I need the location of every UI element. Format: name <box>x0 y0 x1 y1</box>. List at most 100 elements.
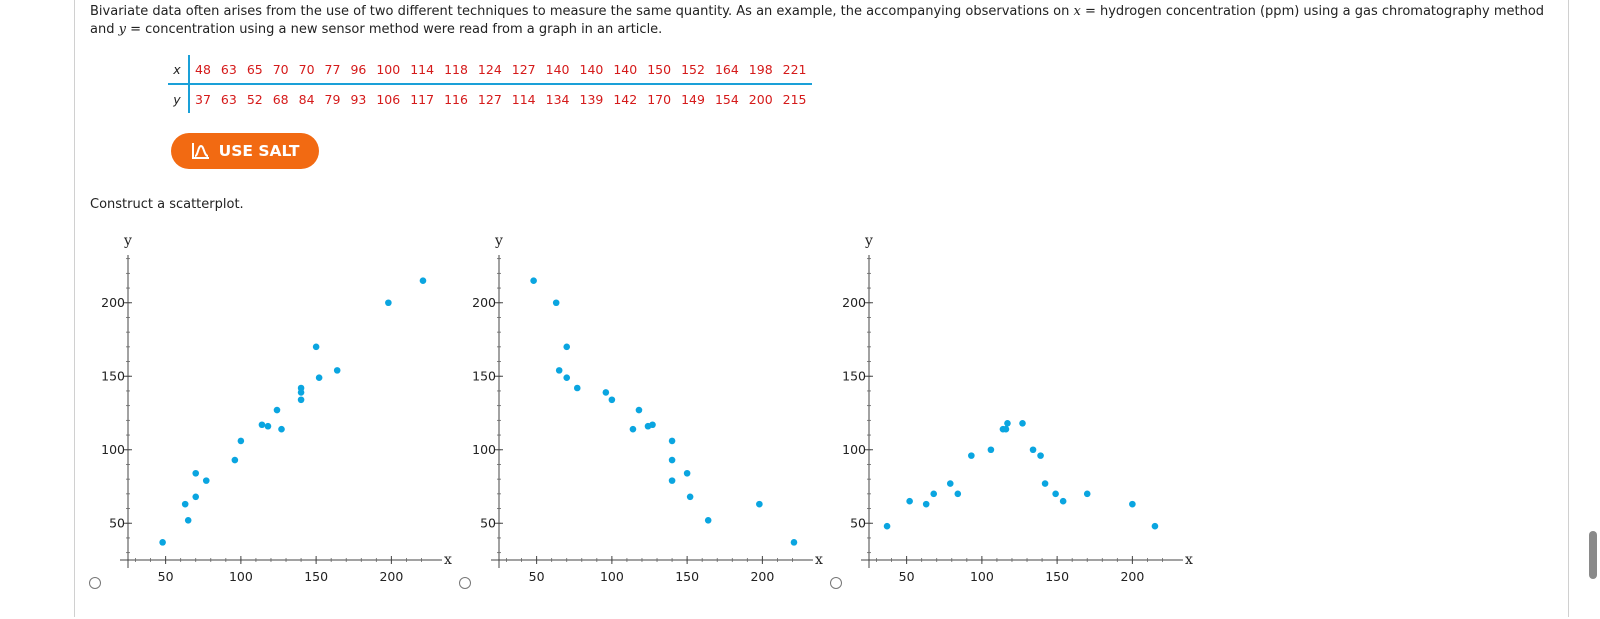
table-cell-y: 117 <box>410 91 435 107</box>
x-tick-label: 150 <box>675 569 699 584</box>
scatter-point <box>1029 446 1037 454</box>
scatter-point <box>231 456 239 464</box>
table-cell-y: 84 <box>298 91 315 107</box>
x-tick-label: 50 <box>899 569 915 584</box>
scatter-point <box>1151 522 1159 530</box>
y-tick-label: 50 <box>109 515 125 530</box>
table-cell-x: 221 <box>777 55 812 85</box>
table-cell-y: 116 <box>444 91 468 107</box>
x-axis-title: x <box>444 552 452 568</box>
table-cell-y: 127 <box>477 91 502 107</box>
scatter-point <box>258 421 266 429</box>
table-cell-x: 118 <box>439 55 473 85</box>
scatterplot-option-1: 50 100 150 200 50 100 150 200 y x <box>80 230 452 615</box>
content-left-border <box>74 0 75 617</box>
scatterplot-3-svg: 50 100 150 200 50 100 150 200 y x <box>842 233 1193 584</box>
scatter-point <box>1037 452 1044 459</box>
scatter-point <box>756 500 763 508</box>
table-cell-y: 215 <box>782 91 807 107</box>
scatter-point <box>555 367 563 374</box>
scatter-point <box>297 384 305 392</box>
scatter-point <box>184 517 192 524</box>
x-tick-label: 100 <box>600 569 624 584</box>
scatter-point <box>159 539 166 546</box>
instruction-text: Construct a scatterplot. <box>90 197 244 212</box>
scrollbar-thumb[interactable] <box>1589 531 1597 579</box>
table-cell-x: 70 <box>293 55 320 85</box>
use-salt-button[interactable]: USE SALT <box>171 133 319 169</box>
question-part: Bivariate data often arises from the use… <box>90 4 1074 19</box>
y-tick-label: 150 <box>472 368 496 383</box>
scatter-point <box>987 446 995 454</box>
table-cell-x: 127 <box>506 55 541 85</box>
table-cell-y: 106 <box>376 91 401 107</box>
x-tick-label: 50 <box>158 569 174 584</box>
scatter-point <box>264 422 272 430</box>
x-tick-label: 150 <box>1045 569 1069 584</box>
scatter-point <box>181 500 189 508</box>
table-cell-y: 149 <box>681 91 705 107</box>
table-header-y: y <box>168 84 190 113</box>
table-cell-x: 114 <box>405 55 440 85</box>
scatter-point <box>668 477 676 484</box>
scatter-point <box>1083 490 1091 498</box>
question-part: = concentration using a new sensor metho… <box>125 22 663 37</box>
table-cell-x: 150 <box>642 55 677 85</box>
y-tick-label: 200 <box>842 295 866 310</box>
scatter-point <box>312 343 320 351</box>
radio-option-3[interactable] <box>830 577 842 589</box>
scatter-point <box>635 406 643 414</box>
scatter-point <box>202 477 210 484</box>
scatter-point <box>668 437 676 445</box>
scatter-point <box>906 497 913 505</box>
question-text: Bivariate data often arises from the use… <box>90 3 1550 39</box>
table-cell-y: 93 <box>350 91 367 107</box>
x-tick-label: 200 <box>379 569 403 584</box>
scatter-point <box>1041 480 1049 487</box>
y-tick-label: 50 <box>850 515 866 530</box>
table-cell-x: 140 <box>608 55 643 85</box>
scatter-point <box>1004 419 1011 427</box>
table-cell-x: 77 <box>319 55 346 85</box>
scatter-point <box>530 277 537 284</box>
y-tick-label: 150 <box>101 368 125 383</box>
radio-option-2[interactable] <box>459 577 471 589</box>
table-row-y: y 37 63 52 68 84 79 93 106 117 116 127 114 134 139 142… <box>168 84 812 113</box>
scatterplot-2-svg: 50 100 150 200 50 100 150 200 y x <box>472 233 823 584</box>
x-axis-title: x <box>1185 552 1193 568</box>
scatter-point <box>1019 419 1026 427</box>
scatter-point <box>608 396 616 404</box>
table-cell-y: 200 <box>748 91 773 107</box>
scatter-point <box>315 374 323 382</box>
var-y: y <box>118 22 126 37</box>
scatter-point <box>333 367 341 374</box>
scatter-point <box>419 277 427 284</box>
table-cell-x: 152 <box>676 55 710 85</box>
table-cell-x: 124 <box>472 55 507 85</box>
radio-option-1[interactable] <box>89 577 101 589</box>
table-cell-x: 48 <box>189 55 216 85</box>
x-tick-label: 200 <box>750 569 774 584</box>
x-tick-label: 200 <box>1120 569 1144 584</box>
scatter-point <box>930 490 938 498</box>
table-cell-y: 134 <box>545 91 570 107</box>
table-cell-x: 140 <box>540 55 575 85</box>
table-cell-x: 96 <box>345 55 372 85</box>
scatter-point <box>297 396 305 404</box>
x-tick-label: 100 <box>229 569 253 584</box>
scatter-point <box>385 299 392 307</box>
scatter-point <box>954 490 962 498</box>
scatter-point <box>573 384 581 392</box>
scatter-point <box>563 374 571 382</box>
table-cell-y: 170 <box>647 91 672 107</box>
scatter-point <box>629 425 637 433</box>
table-cell-y: 114 <box>511 91 536 107</box>
y-axis-title: y <box>864 233 873 249</box>
table-cell-x: 140 <box>574 55 609 85</box>
scatterplot-option-2: 50 100 150 200 50 100 150 200 y x <box>451 230 823 615</box>
y-tick-label: 100 <box>472 442 496 457</box>
y-tick-label: 200 <box>472 295 496 310</box>
table-cell-x: 70 <box>267 55 294 85</box>
content-right-border <box>1568 0 1569 617</box>
table-cell-x: 100 <box>371 55 406 85</box>
